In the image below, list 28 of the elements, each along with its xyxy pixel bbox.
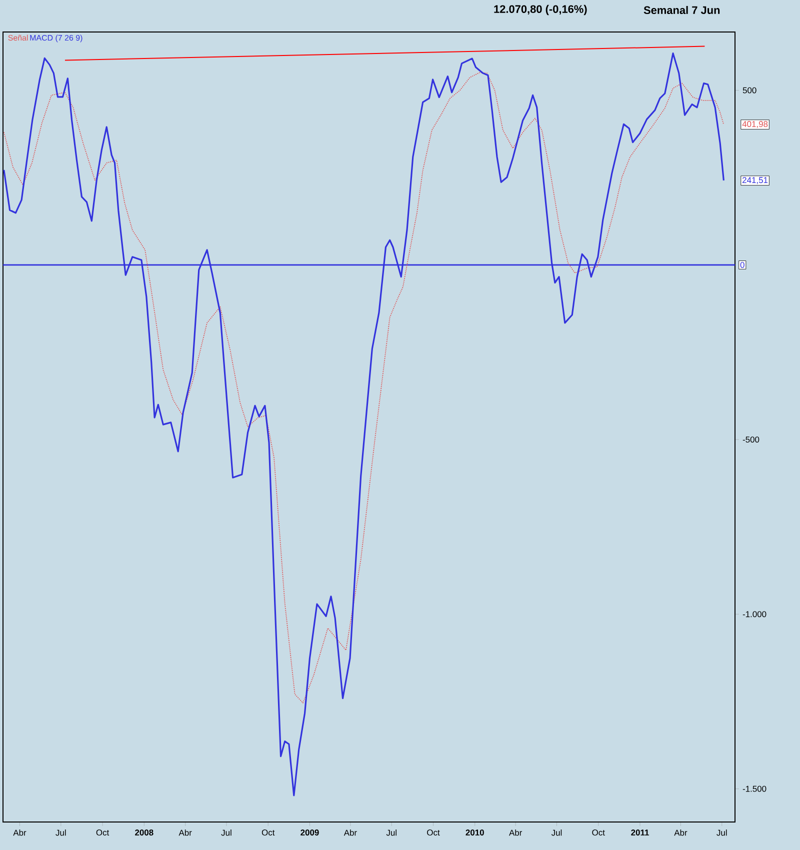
x-tick-label: Oct	[96, 830, 110, 836]
x-tick-label: 2008	[135, 830, 154, 836]
x-tick-label: Jul	[221, 830, 232, 836]
x-tick-label: Abr	[509, 830, 522, 836]
x-tick-label: Jul	[716, 830, 727, 836]
x-tick-label: 2011	[631, 830, 649, 836]
annotation: 241,51	[742, 177, 768, 184]
x-tick-label: Jul	[551, 830, 562, 836]
x-tick-label: 2010	[466, 830, 484, 836]
x-tick-label: Abr	[178, 830, 192, 836]
x-tick-label: Abr	[674, 830, 688, 836]
x-tick-label: Oct	[427, 830, 440, 836]
annotation: 401,98	[742, 121, 768, 128]
x-tick-label: 2009	[300, 830, 319, 836]
y-tick-label: 500	[742, 87, 756, 94]
x-tick-label: Oct	[592, 830, 605, 836]
chart-subtitle: Semanal 7 Jun	[644, 6, 720, 14]
line-series	[3, 72, 724, 704]
y-tick-label: -1.500	[742, 786, 766, 792]
x-tick-label: Jul	[56, 830, 66, 836]
x-tick-label: Abr	[344, 830, 357, 836]
chart-title: 12.070,80 (-0,16%)	[494, 4, 587, 16]
y-tick-label: -1.000	[742, 611, 766, 618]
y-tick-label: -500	[742, 436, 760, 443]
x-tick-label: Abr	[13, 830, 26, 836]
x-tick-label: Jul	[386, 830, 396, 836]
x-tick-label: Oct	[262, 830, 275, 836]
ref-line-label: 0	[740, 262, 744, 268]
